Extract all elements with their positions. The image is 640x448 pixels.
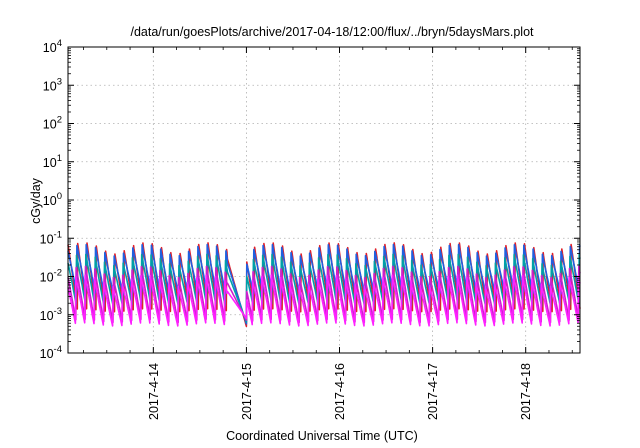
y-tick-label: 10-3 — [40, 306, 62, 323]
axes: 10-4 10-3 10-2 10-1 100 101 102 103 104 2017-4-14… — [40, 38, 581, 420]
x-tick-label: 2017-4-16 — [333, 363, 347, 420]
x-tick-label: 2017-4-18 — [519, 363, 533, 420]
x-tick-label: 2017-4-14 — [147, 363, 161, 420]
y-tick-label: 10-4 — [40, 344, 62, 361]
y-tick-label: 10-2 — [40, 268, 62, 285]
y-tick-label: 101 — [43, 153, 62, 170]
data-series — [67, 242, 581, 328]
y-tick-label: 100 — [43, 191, 62, 208]
y-tick-label: 103 — [43, 76, 62, 93]
chart-title: /data/run/goesPlots/archive/2017-04-18/1… — [130, 25, 534, 39]
grid — [68, 47, 580, 353]
series-line — [67, 274, 581, 327]
x-axis-label: Coordinated Universal Time (UTC) — [226, 429, 418, 443]
y-tick-label: 102 — [43, 115, 62, 132]
y-tick-label: 104 — [43, 38, 62, 55]
y-tick-label: 10-1 — [40, 229, 62, 246]
y-axis-label: cGy/day — [29, 177, 43, 224]
x-tick-label: 2017-4-17 — [426, 363, 440, 420]
x-tick-label: 2017-4-15 — [240, 363, 254, 420]
